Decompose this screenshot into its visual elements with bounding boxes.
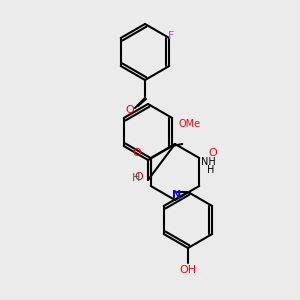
Text: O: O	[208, 148, 217, 158]
Text: O: O	[126, 105, 134, 115]
Text: O: O	[135, 172, 143, 182]
Text: NH: NH	[201, 157, 215, 167]
Text: OH: OH	[179, 265, 197, 275]
Text: OMe: OMe	[179, 119, 201, 129]
Text: H: H	[132, 173, 140, 183]
Text: H: H	[207, 165, 215, 175]
Text: O: O	[133, 148, 141, 158]
Text: F: F	[168, 31, 174, 41]
Text: N: N	[172, 190, 182, 200]
